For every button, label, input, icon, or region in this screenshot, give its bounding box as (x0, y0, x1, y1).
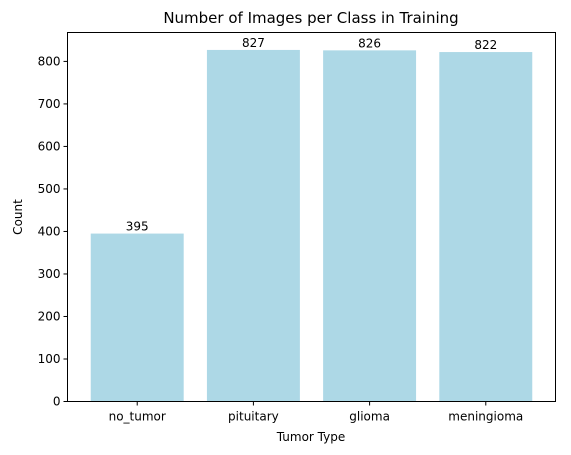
x-tick-label-pituitary: pituitary (228, 410, 279, 424)
y-axis-label: Count (11, 199, 25, 235)
bars (90, 49, 533, 402)
y-tick-label: 800 (38, 54, 61, 68)
y-tick-label: 200 (38, 309, 61, 323)
y-tick-label: 0 (53, 395, 61, 409)
y-tick-label: 600 (38, 139, 61, 153)
y-tick-label: 100 (38, 352, 61, 366)
data-label-meningioma: 822 (474, 38, 497, 52)
data-label-pituitary: 827 (242, 36, 265, 50)
x-axis-label: Tumor Type (276, 430, 345, 444)
x-tick-label-glioma: glioma (349, 410, 390, 424)
y-tick-label: 700 (38, 97, 61, 111)
data-label-no_tumor: 395 (126, 220, 149, 234)
data-labels: 395 827 826 822 (126, 36, 497, 234)
y-axis-ticks: 0 100 200 300 400 500 600 700 800 (38, 54, 68, 409)
chart-title: Number of Images per Class in Training (163, 9, 458, 27)
y-tick-label: 300 (38, 267, 61, 281)
x-tick-label-meningioma: meningioma (448, 410, 523, 424)
x-axis-ticks: no_tumor pituitary glioma meningioma (109, 401, 523, 424)
y-tick-label: 500 (38, 182, 61, 196)
bar-no_tumor (90, 233, 184, 402)
y-tick-label: 400 (38, 224, 61, 238)
x-tick-label-no_tumor: no_tumor (109, 410, 166, 424)
bar-pituitary (206, 49, 300, 402)
bar-meningioma (439, 52, 533, 402)
plot-frame (67, 32, 556, 402)
bar-glioma (323, 50, 417, 402)
data-label-glioma: 826 (358, 36, 381, 50)
